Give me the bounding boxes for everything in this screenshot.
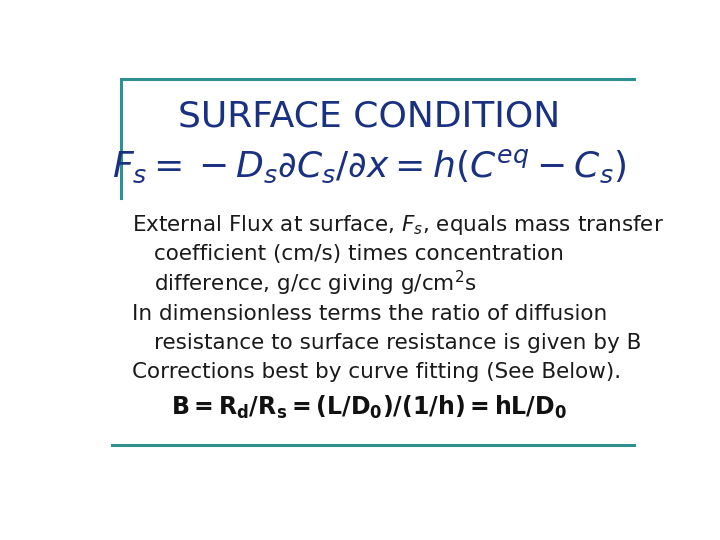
Text: difference, g/cc giving g/cm$^2$s: difference, g/cc giving g/cm$^2$s [154, 268, 477, 298]
Text: resistance to surface resistance is given by B: resistance to surface resistance is give… [154, 333, 642, 353]
Text: SURFACE CONDITION: SURFACE CONDITION [178, 100, 560, 134]
Text: External Flux at surface, $F_s$, equals mass transfer: External Flux at surface, $F_s$, equals … [132, 213, 664, 237]
Text: In dimensionless terms the ratio of diffusion: In dimensionless terms the ratio of diff… [132, 304, 607, 325]
Text: Corrections best by curve fitting (See Below).: Corrections best by curve fitting (See B… [132, 362, 621, 382]
Text: coefficient (cm/s) times concentration: coefficient (cm/s) times concentration [154, 244, 564, 264]
Text: $F_s = -D_s\partial C_s/\partial x = h(C^{eq} - C_s)$: $F_s = -D_s\partial C_s/\partial x = h(C… [112, 148, 626, 185]
Text: $\mathbf{B = R_d/R_s = (L/D_0)/(1/h) = hL/D_0}$: $\mathbf{B = R_d/R_s = (L/D_0)/(1/h) = h… [171, 394, 567, 421]
